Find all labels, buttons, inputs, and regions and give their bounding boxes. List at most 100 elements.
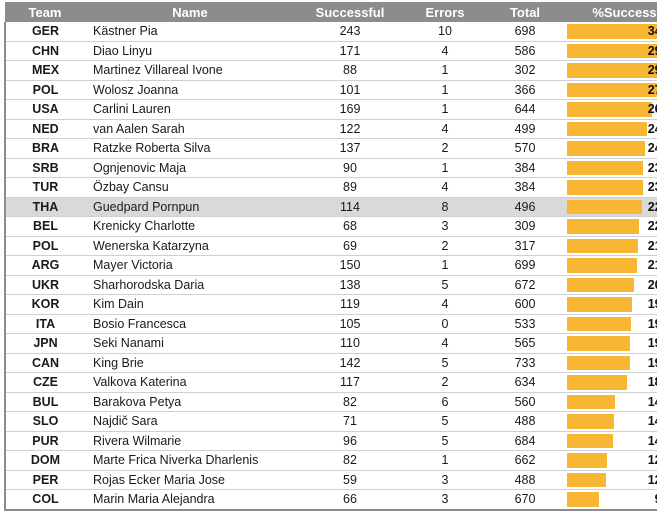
- pct-success-value: 21.46: [647, 258, 657, 272]
- header-errors[interactable]: Errors: [405, 2, 485, 22]
- errors-cell: 1: [405, 99, 485, 120]
- total-cell: 384: [485, 177, 565, 198]
- pct-success-bar: [567, 355, 631, 370]
- successful-cell: 243: [295, 22, 405, 42]
- total-cell: 366: [485, 80, 565, 100]
- pct-success-bar: [567, 472, 607, 487]
- total-cell: 672: [485, 275, 565, 295]
- name-cell: Najdič Sara: [85, 411, 295, 432]
- total-cell: 733: [485, 353, 565, 373]
- team-cell: CZE: [4, 372, 85, 393]
- total-cell: 384: [485, 158, 565, 178]
- errors-cell: 6: [405, 392, 485, 412]
- errors-cell: 4: [405, 177, 485, 198]
- pct-success-value: 19.47: [647, 336, 657, 350]
- pct-success-cell: 18.45: [565, 372, 657, 393]
- pct-success-cell: 19.83: [565, 294, 657, 315]
- total-cell: 488: [485, 411, 565, 432]
- total-cell: 570: [485, 138, 565, 159]
- total-cell: 662: [485, 450, 565, 471]
- errors-cell: 5: [405, 411, 485, 432]
- successful-cell: 150: [295, 255, 405, 276]
- pct-success-value: 14.64: [647, 394, 657, 409]
- successful-cell: 82: [295, 392, 405, 412]
- pct-success-cell: 14.04: [565, 431, 657, 451]
- pct-success-bar: [567, 238, 638, 253]
- pct-success-value: 19.83: [647, 297, 657, 311]
- name-cell: Özbay Cansu: [85, 177, 295, 198]
- name-cell: Krenicky Charlotte: [85, 216, 295, 237]
- pct-success-bar: [567, 141, 646, 156]
- total-cell: 699: [485, 255, 565, 276]
- total-cell: 488: [485, 470, 565, 490]
- successful-cell: 88: [295, 60, 405, 81]
- pct-success-cell: 24.04: [565, 138, 657, 159]
- header-successful[interactable]: Successful: [295, 2, 405, 22]
- header-name[interactable]: Name: [85, 2, 295, 22]
- total-cell: 600: [485, 294, 565, 315]
- pct-success-value: 19.70: [647, 316, 657, 331]
- header-total[interactable]: Total: [485, 2, 565, 22]
- pct-success-bar: [567, 375, 628, 390]
- pct-success-cell: 26.24: [565, 99, 657, 120]
- successful-cell: 90: [295, 158, 405, 178]
- team-cell: DOM: [4, 450, 85, 471]
- name-cell: Kästner Pia: [85, 22, 295, 42]
- errors-cell: 5: [405, 275, 485, 295]
- errors-cell: 4: [405, 294, 485, 315]
- team-cell: UKR: [4, 275, 85, 295]
- pct-success-cell: 20.54: [565, 275, 657, 295]
- name-cell: Seki Nanami: [85, 333, 295, 354]
- name-cell: Guedpard Pornpun: [85, 197, 295, 217]
- team-cell: BEL: [4, 216, 85, 237]
- total-cell: 499: [485, 119, 565, 139]
- errors-cell: 3: [405, 489, 485, 511]
- pct-success-cell: 27.60: [565, 80, 657, 100]
- pct-success-cell: 12.39: [565, 450, 657, 471]
- name-cell: Wolosz Joanna: [85, 80, 295, 100]
- errors-cell: 5: [405, 353, 485, 373]
- pct-success-value: 19.37: [647, 355, 657, 370]
- pct-success-cell: 12.09: [565, 470, 657, 490]
- header-team[interactable]: Team: [5, 2, 85, 22]
- successful-cell: 105: [295, 314, 405, 334]
- pct-success-bar: [567, 336, 631, 351]
- name-cell: Ratzke Roberta Silva: [85, 138, 295, 159]
- successful-cell: 138: [295, 275, 405, 295]
- errors-cell: 2: [405, 372, 485, 393]
- header-pct-success[interactable]: %Success: [565, 2, 657, 22]
- name-cell: Kim Dain: [85, 294, 295, 315]
- pct-success-value: 29.18: [647, 43, 657, 58]
- successful-cell: 66: [295, 489, 405, 511]
- successful-cell: 122: [295, 119, 405, 139]
- name-cell: Rojas Ecker Maria Jose: [85, 470, 295, 490]
- successful-cell: 117: [295, 372, 405, 393]
